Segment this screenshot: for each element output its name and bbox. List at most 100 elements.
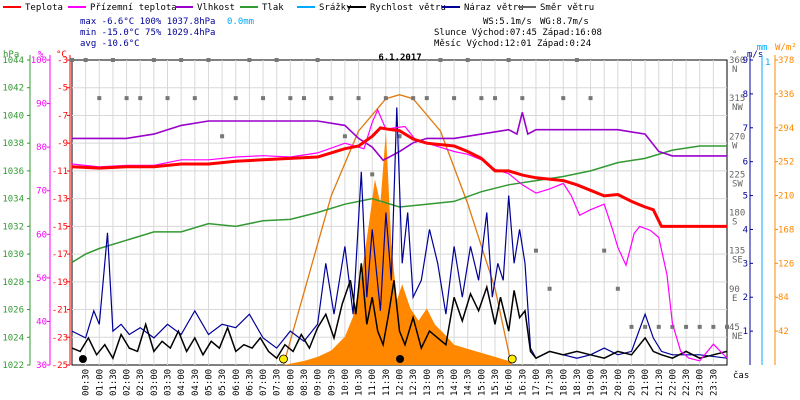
x-tick-label: 09:30 <box>327 369 337 396</box>
wind-direction-point <box>70 58 74 62</box>
legend-label: Vlhkost <box>197 3 235 13</box>
wind-direction-point <box>520 96 525 101</box>
wind-direction-point <box>479 96 484 101</box>
stat-avg: avg -10.6°C <box>80 39 140 49</box>
hpa-tick-label: 1028 <box>2 278 24 288</box>
x-tick-label: 17:30 <box>546 369 556 396</box>
x-tick-label: 02:00 <box>123 369 133 396</box>
dir-tick-label: 225 <box>729 170 745 180</box>
pressure-line <box>71 145 727 264</box>
ms-tick-label: 5 <box>743 192 748 202</box>
wind-direction-point <box>574 58 579 62</box>
x-tick-label: 19:30 <box>600 369 610 396</box>
temp-tick-label: -21 <box>52 306 68 316</box>
temp-tick-label: -11 <box>52 167 68 177</box>
ms-tick-label: 1 <box>743 327 748 337</box>
wind-direction-point <box>356 96 361 101</box>
wind-direction-point <box>342 134 347 139</box>
hpa-tick-label: 1034 <box>2 195 24 205</box>
wm-tick-label: 294 <box>778 124 794 134</box>
wm-tick-label: 252 <box>778 158 794 168</box>
wind-direction-point <box>220 134 225 139</box>
stat-wind-gust: WG:8.7m/s <box>540 17 589 27</box>
legend-label: Přízemní teplota <box>90 3 177 13</box>
dir-compass-label: NW <box>732 103 743 113</box>
x-tick-label: 20:00 <box>614 369 624 396</box>
ms-tick-label: 8 <box>743 90 748 100</box>
x-tick-label: 08:30 <box>300 369 310 396</box>
ms-tick-label: 2 <box>743 293 748 303</box>
wind-direction-point <box>138 96 143 101</box>
dir-tick-label: 270 <box>729 132 745 142</box>
ms-tick-label: 4 <box>743 225 748 235</box>
wind-direction-point <box>506 58 511 62</box>
wind-direction-point <box>274 58 279 62</box>
hpa-tick-label: 1024 <box>2 333 24 343</box>
temp-tick-label: -3 <box>57 56 68 66</box>
wind-direction-point <box>438 58 443 62</box>
wind-direction-point <box>561 96 566 101</box>
wind-direction-point <box>465 58 470 62</box>
x-tick-label: 17:00 <box>532 369 542 396</box>
x-tick-label: 03:00 <box>150 369 160 396</box>
pct-tick-label: 90 <box>36 100 47 110</box>
x-tick-label: 04:30 <box>191 369 201 396</box>
x-tick-label: 18:30 <box>573 369 583 396</box>
temp-tick-label: -15 <box>52 222 68 232</box>
x-tick-label: 20:30 <box>627 369 637 396</box>
wind-direction-point <box>629 324 634 329</box>
pct-axis-title: % <box>38 50 44 60</box>
x-tick-label: 15:30 <box>491 369 501 396</box>
x-tick-label: 23:00 <box>696 369 706 396</box>
x-tick-label: 15:00 <box>477 369 487 396</box>
wind-direction-point <box>315 58 320 62</box>
dir-compass-label: E <box>732 294 737 304</box>
mm-top-label: 1 <box>765 58 770 68</box>
wind-direction-point <box>533 248 538 253</box>
x-tick-label: 02:30 <box>136 369 146 396</box>
dir-compass-label: S <box>732 218 737 228</box>
ms-tick-label: 9 <box>743 56 748 66</box>
legend-label: Směr větru <box>540 3 594 13</box>
wind-direction-point <box>206 58 211 62</box>
temp-tick-label: -13 <box>52 195 68 205</box>
hpa-tick-label: 1032 <box>2 222 24 232</box>
mm-axis-title: mm <box>757 43 768 53</box>
dir-compass-label: NE <box>732 332 743 342</box>
x-tick-label: 18:00 <box>559 369 569 396</box>
wind-direction-point <box>615 286 620 291</box>
pct-tick-label: 30 <box>36 361 47 371</box>
hpa-tick-label: 1042 <box>2 84 24 94</box>
pct-tick-label: 80 <box>36 143 47 153</box>
x-tick-label: 04:00 <box>177 369 187 396</box>
wind-direction-point <box>697 324 702 329</box>
hpa-tick-label: 1036 <box>2 167 24 177</box>
wind-direction-point <box>547 286 552 291</box>
dir-compass-label: N <box>732 65 737 75</box>
wm-tick-label: 210 <box>778 192 794 202</box>
wind-direction-point <box>656 324 661 329</box>
hpa-tick-label: 1044 <box>2 56 24 66</box>
wind-direction-point <box>711 324 716 329</box>
x-tick-label: 10:30 <box>355 369 365 396</box>
stat-sun: Slunce Východ:07:45 Západ:16:08 <box>434 28 602 38</box>
x-tick-label: 16:30 <box>518 369 528 396</box>
wm-tick-label: 378 <box>778 56 794 66</box>
wind-direction-point <box>261 96 266 101</box>
pct-tick-label: 40 <box>36 317 47 327</box>
moonrise-marker <box>396 355 405 363</box>
wind-direction-point <box>602 248 607 253</box>
x-tick-label: 12:00 <box>396 369 406 396</box>
wind-direction-point <box>110 58 115 62</box>
dir-tick-label: 180 <box>729 209 745 219</box>
x-tick-label: 08:00 <box>286 369 296 396</box>
temp-tick-label: -5 <box>57 84 68 94</box>
x-tick-label: 07:30 <box>273 369 283 396</box>
dir-tick-label: 360 <box>729 56 745 66</box>
wm-tick-label: 168 <box>778 225 794 235</box>
wind-direction-point <box>383 96 388 101</box>
x-tick-label: 06:30 <box>245 369 255 396</box>
ms-tick-label: 3 <box>743 259 748 269</box>
